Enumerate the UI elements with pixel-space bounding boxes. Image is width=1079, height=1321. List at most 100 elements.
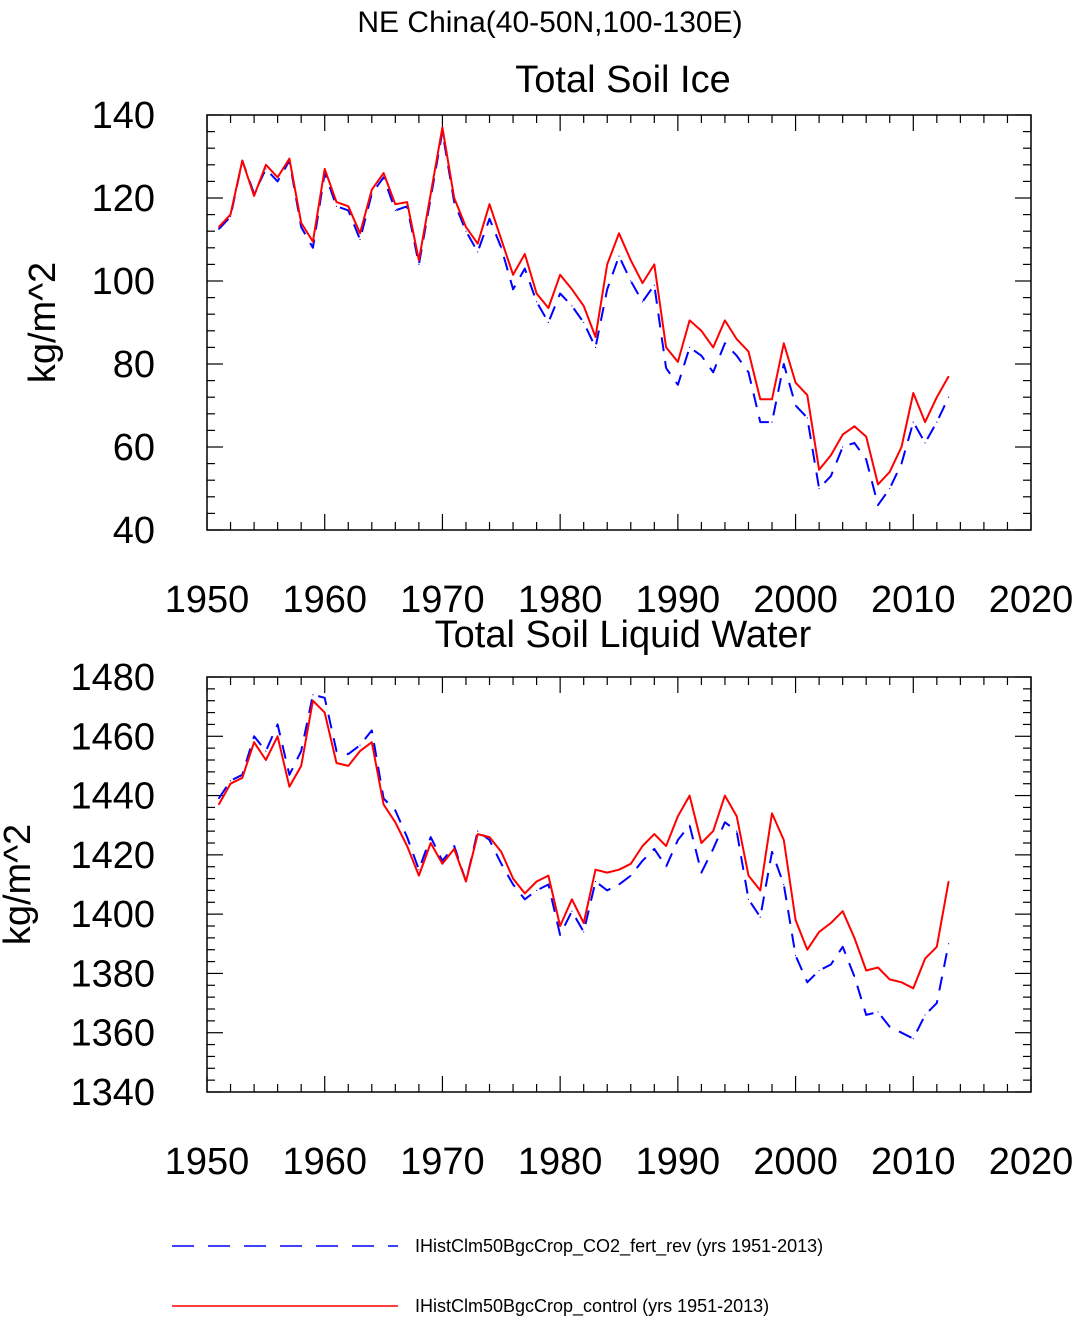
total-soil-ice-control-point xyxy=(924,421,926,423)
total-soil-liquid-water-co2-fert-rev-point xyxy=(865,1014,867,1016)
total-soil-ice-co2-fert-rev-point xyxy=(488,218,491,220)
total-soil-ice-control-point xyxy=(806,394,808,396)
total-soil-liquid-water-control-point xyxy=(265,759,267,761)
total-soil-liquid-water-co2-fert-rev-point xyxy=(300,750,302,752)
total-soil-ice-co2-fert-rev-point xyxy=(606,288,608,290)
y-tick-label: 100 xyxy=(92,261,155,303)
total-soil-ice-co2-fert-rev-point xyxy=(618,255,620,257)
total-soil-liquid-water-co2-fert-rev-point xyxy=(406,836,408,838)
soil-ice-panel: 40 60 80 100 120 140 1950 1960 1970 1980 1990 2000 2… xyxy=(22,59,1073,621)
total-soil-ice-co2-fert-rev-point xyxy=(889,487,891,490)
total-soil-ice-co2-fert-rev-point xyxy=(335,205,338,207)
total-soil-liquid-water-control-point xyxy=(253,741,255,743)
total-soil-liquid-water-control-point xyxy=(630,863,632,865)
total-soil-ice-co2-fert-rev-point xyxy=(477,251,479,253)
total-soil-ice-control-point xyxy=(736,338,738,340)
total-soil-liquid-water-control-point xyxy=(571,898,573,900)
total-soil-liquid-water-co2-fert-rev-point xyxy=(500,863,502,865)
total-soil-liquid-water-control-point xyxy=(465,880,467,883)
total-soil-liquid-water-control-point xyxy=(335,762,338,764)
total-soil-liquid-water-control-point xyxy=(665,845,667,847)
total-soil-ice-co2-fert-rev-point xyxy=(382,176,385,178)
total-soil-liquid-water-control-point xyxy=(488,836,491,838)
total-soil-liquid-water-control-point xyxy=(771,812,773,814)
total-soil-liquid-water-co2-fert-rev-point xyxy=(418,869,420,871)
total-soil-liquid-water-co2-fert-rev-point xyxy=(371,729,373,731)
soil-liquid-water-panel: 1340 1360 1380 1400 1420 1440 1460 1480 1950 1960… xyxy=(0,614,1073,1183)
total-soil-ice-co2-fert-rev-point xyxy=(277,180,279,182)
total-soil-liquid-water-co2-fert-rev-point xyxy=(736,830,738,832)
total-soil-liquid-water-co2-fert-rev-point xyxy=(689,824,691,826)
total-soil-ice-control-point xyxy=(218,226,220,228)
total-soil-ice-control-point xyxy=(630,259,632,261)
x-tick-label: 1960 xyxy=(282,579,367,621)
total-soil-ice-co2-fert-rev-point xyxy=(583,321,585,324)
total-soil-liquid-water-control-point xyxy=(441,863,444,865)
total-soil-liquid-water-co2-fert-rev-point xyxy=(830,963,832,966)
legend-control-label: IHistClm50BgcCrop_control (yrs 1951-2013… xyxy=(415,1296,769,1317)
x-tick-label: 1970 xyxy=(400,1141,485,1183)
total-soil-liquid-water-co2-fert-rev-point xyxy=(724,821,726,823)
total-soil-ice-control-point xyxy=(453,197,455,199)
total-soil-liquid-water-co2-fert-rev-point xyxy=(477,830,479,832)
total-soil-ice-co2-fert-rev-point xyxy=(689,346,691,348)
total-soil-ice-co2-fert-rev-point xyxy=(512,288,514,290)
total-soil-liquid-water-co2-fert-rev-point xyxy=(583,931,585,933)
total-soil-ice-co2-fert-rev-point xyxy=(948,396,950,398)
total-soil-liquid-water-control-point xyxy=(241,777,243,779)
total-soil-ice-co2-fert-rev-point xyxy=(853,442,856,444)
total-soil-ice-control-point xyxy=(700,330,703,332)
total-soil-ice-co2-fert-rev-point xyxy=(418,263,420,265)
total-soil-ice-control-point xyxy=(665,346,667,348)
total-soil-liquid-water-co2-fert-rev-point xyxy=(394,809,396,811)
total-soil-ice-co2-fert-rev-point xyxy=(665,367,667,369)
total-soil-ice-co2-fert-rev-point xyxy=(842,446,844,448)
total-soil-ice-control-point xyxy=(571,288,573,290)
total-soil-liquid-water-control-point xyxy=(948,880,950,883)
total-soil-ice-control-point xyxy=(300,222,302,224)
total-soil-liquid-water-control-point xyxy=(900,981,903,983)
total-soil-liquid-water-co2-fert-rev-point xyxy=(712,848,714,850)
total-soil-liquid-water-control-point xyxy=(229,783,232,785)
total-soil-liquid-water-control-point xyxy=(747,875,750,877)
x-tick-label: 2000 xyxy=(753,579,838,621)
total-soil-liquid-water-co2-fert-rev-point xyxy=(641,860,644,862)
total-soil-ice-control-point xyxy=(324,168,326,170)
total-soil-liquid-water-co2-fert-rev-point xyxy=(229,780,232,782)
total-soil-liquid-water-control-point xyxy=(724,794,726,797)
total-soil-ice-control-point xyxy=(382,172,385,174)
y-tick-label: 60 xyxy=(113,427,155,469)
total-soil-liquid-water-control-point xyxy=(324,711,326,714)
total-soil-liquid-water-co2-fert-rev-point xyxy=(747,898,750,900)
total-soil-liquid-water-co2-fert-rev-point xyxy=(606,889,608,892)
total-soil-liquid-water-co2-fert-rev-point xyxy=(900,1032,903,1034)
x-tick-label: 2010 xyxy=(871,579,956,621)
total-soil-liquid-water-control-point xyxy=(712,830,714,832)
total-soil-ice-control-point xyxy=(830,454,832,456)
legend: IHistClm50BgcCrop_CO2_fert_rev (yrs 1951… xyxy=(172,1236,823,1317)
total-soil-ice-co2-fert-rev-point xyxy=(300,226,302,228)
x-tick-label: 2020 xyxy=(989,1141,1074,1183)
total-soil-ice-control-point xyxy=(936,396,938,398)
total-soil-liquid-water-co2-fert-rev-point xyxy=(912,1038,914,1040)
total-soil-ice-control-point xyxy=(288,157,290,160)
y-tick-label: 1400 xyxy=(70,894,155,936)
total-soil-liquid-water-control-point xyxy=(288,786,290,788)
total-soil-ice-control-point xyxy=(559,274,561,276)
total-soil-liquid-water-control-point xyxy=(794,919,797,921)
y-tick-label: 1420 xyxy=(70,835,155,877)
total-soil-liquid-water-control-point xyxy=(689,794,691,797)
total-soil-liquid-water-control-point xyxy=(783,839,785,841)
y-tick-label: 1360 xyxy=(70,1013,155,1055)
y-tick-label: 1380 xyxy=(70,953,155,995)
total-soil-ice-control-point xyxy=(618,232,620,234)
total-soil-liquid-water-control-point xyxy=(606,872,608,874)
total-soil-ice-co2-fert-rev-point xyxy=(865,458,867,461)
total-soil-ice-co2-fert-rev-point xyxy=(771,421,773,423)
total-soil-liquid-water-co2-fert-rev-point xyxy=(653,848,655,850)
total-soil-ice-control-point xyxy=(477,243,479,245)
total-soil-ice-control-point xyxy=(241,160,243,162)
total-soil-liquid-water-control-point xyxy=(889,978,891,980)
total-soil-ice-co2-fert-rev-point xyxy=(830,475,832,477)
